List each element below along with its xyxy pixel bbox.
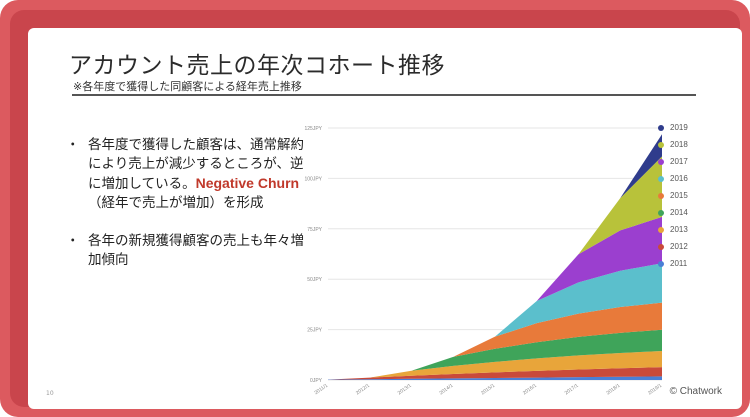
bullet-text: 各年の新規獲得顧客の売上も年々増加傾向 [88, 233, 304, 268]
y-tick-label: 0JPY [310, 378, 323, 384]
slide-subtitle: ※各年度で獲得した同顧客による経年売上推移 [73, 80, 302, 93]
x-tick-label: 2011/1 [313, 383, 329, 397]
series-area-2017 [328, 216, 662, 380]
legend-item: 2019 [658, 119, 688, 136]
bullet-mark: ・ [66, 233, 80, 249]
legend-item: 2013 [658, 221, 688, 238]
series-area-2015 [328, 302, 662, 380]
legend-swatch [658, 226, 664, 233]
legend-item: 2017 [658, 153, 688, 170]
x-tick-label: 2018/1 [605, 383, 621, 397]
legend-swatch [658, 209, 664, 216]
x-tick-label: 2016/1 [522, 383, 538, 397]
legend-item: 2015 [658, 187, 688, 204]
legend-swatch [658, 243, 664, 250]
legend-label: 2017 [670, 157, 688, 166]
x-tick-label: 2017/1 [564, 383, 580, 397]
legend-label: 2013 [670, 225, 688, 234]
legend-label: 2016 [670, 174, 688, 183]
x-tick-label: 2013/1 [397, 383, 413, 397]
legend-label: 2012 [670, 242, 688, 251]
legend-label: 2014 [670, 208, 688, 217]
x-tick-label: 2015/1 [480, 383, 496, 397]
chart-legend: 2019 2018 2017 2016 2015 2014 2013 2012 2011 [658, 119, 688, 272]
slide: アカウント売上の年次コホート推移 ※各年度で獲得した同顧客による経年売上推移 ・… [28, 28, 742, 409]
slide-frame-inner: アカウント売上の年次コホート推移 ※各年度で獲得した同顧客による経年売上推移 ・… [10, 10, 742, 409]
bullet-item: ・ 各年の新規獲得顧客の売上も年々増加傾向 [66, 232, 316, 270]
legend-item: 2014 [658, 204, 688, 221]
copyright-text: © Chatwork [669, 386, 722, 397]
bullet-list: ・ 各年度で獲得した顧客は、通常解約により売上が減少するところが、逆に増加してい… [66, 136, 316, 289]
series-area-2016 [328, 263, 662, 380]
negative-churn-highlight: Negative Churn [195, 175, 300, 191]
series-area-2013 [328, 350, 662, 380]
legend-item: 2016 [658, 170, 688, 187]
x-tick-label: 2019/1 [647, 383, 663, 397]
x-tick-label: 2012/1 [355, 383, 371, 397]
y-tick-label: 125JPY [304, 126, 322, 132]
legend-swatch [658, 158, 664, 165]
legend-swatch [658, 124, 664, 131]
slide-title: アカウント売上の年次コホート推移 [69, 53, 445, 79]
legend-label: 2018 [670, 140, 688, 149]
page-number: 10 [46, 390, 54, 397]
y-tick-label: 100JPY [304, 176, 322, 182]
bullet-item: ・ 各年度で獲得した顧客は、通常解約により売上が減少するところが、逆に増加してい… [66, 136, 316, 213]
bullet-text: 各年度で獲得した顧客は、通常解約により売上が減少するところが、逆に増加している。 [88, 137, 304, 192]
legend-swatch [658, 175, 664, 182]
legend-label: 2015 [670, 191, 688, 200]
x-tick-label: 2014/1 [438, 383, 454, 397]
legend-swatch [658, 141, 664, 148]
bullet-text-post: （経年で売上が増加）を形成 [88, 195, 264, 211]
legend-item: 2012 [658, 238, 688, 255]
legend-item: 2018 [658, 136, 688, 153]
y-tick-label: 75JPY [307, 227, 322, 233]
y-tick-label: 25JPY [307, 328, 322, 334]
legend-swatch [658, 192, 664, 199]
legend-label: 2011 [670, 259, 688, 268]
legend-label: 2019 [670, 123, 688, 132]
legend-swatch [658, 260, 664, 267]
title-divider [72, 94, 696, 96]
bullet-mark: ・ [66, 137, 80, 153]
cohort-area-chart: 0JPY 25JPY 50JPY 75JPY 100JPY 125JPY 2011/1 201… [304, 126, 663, 397]
series-area-2012 [328, 367, 662, 380]
series-area-2014 [328, 329, 662, 380]
series-area-2011 [328, 376, 662, 380]
y-tick-label: 50JPY [307, 277, 322, 283]
legend-item: 2011 [658, 255, 688, 272]
